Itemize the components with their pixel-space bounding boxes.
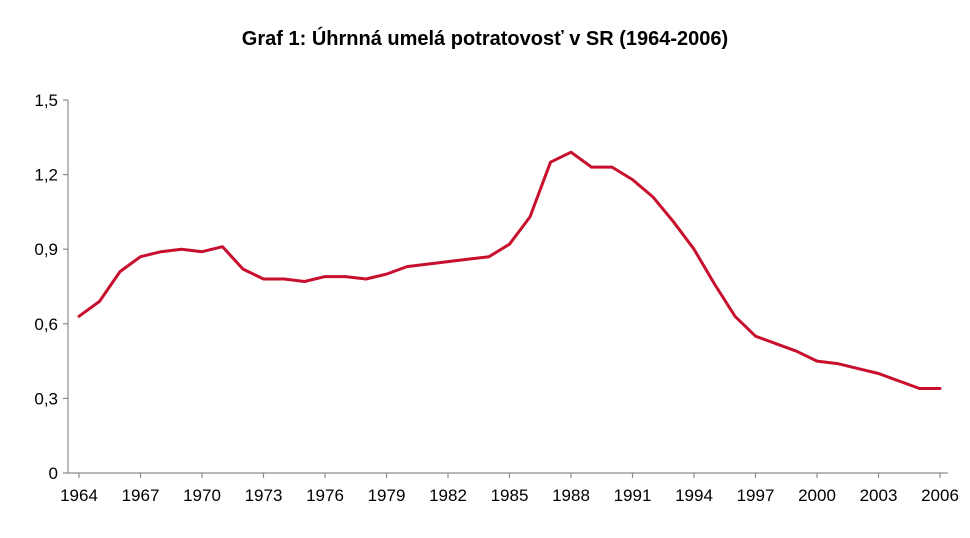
x-tick-label: 1982: [429, 486, 467, 505]
x-tick-label: 2000: [798, 486, 836, 505]
x-tick-label: 2003: [860, 486, 898, 505]
x-tick-label: 1985: [491, 486, 529, 505]
y-tick-label: 1,5: [34, 91, 58, 110]
y-tick-label: 0,9: [34, 240, 58, 259]
y-tick-label: 0,6: [34, 315, 58, 334]
x-tick-label: 1976: [306, 486, 344, 505]
x-tick-label: 1964: [60, 486, 98, 505]
y-tick-label: 0: [49, 464, 58, 483]
series-line: [77, 150, 942, 390]
x-tick-label: 1997: [737, 486, 775, 505]
x-tick-label: 1973: [245, 486, 283, 505]
y-tick-label: 0,3: [34, 389, 58, 408]
series-group: [77, 150, 942, 390]
x-axis-ticks: 1964 1967 1970 1973 1976 1979 1982 1985 1988 1991…: [60, 473, 959, 505]
x-tick-label: 1979: [368, 486, 406, 505]
axes: [67, 100, 948, 474]
x-tick-label: 1988: [552, 486, 590, 505]
y-tick-label: 1,2: [34, 166, 58, 185]
x-tick-label: 1991: [614, 486, 652, 505]
x-tick-label: 1967: [122, 486, 160, 505]
x-tick-label: 1994: [675, 486, 713, 505]
y-axis-ticks: 0 0,3 0,6 0,9 1,2 1,5: [34, 91, 68, 483]
x-tick-label: 1970: [183, 486, 221, 505]
x-tick-label: 2006: [921, 486, 959, 505]
chart-title: Graf 1: Úhrnná umelá potratovosť v SR (1…: [241, 28, 729, 50]
